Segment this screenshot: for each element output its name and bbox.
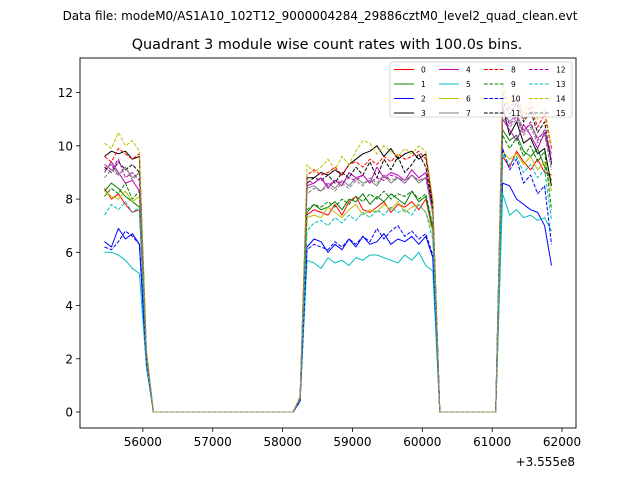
y-tick-label: 8	[65, 193, 73, 207]
x-tick-label: 62000	[543, 435, 581, 449]
series-layer	[104, 84, 552, 413]
legend-label: 14	[556, 95, 566, 104]
legend-label: 0	[421, 66, 426, 75]
y-tick-label: 2	[65, 352, 73, 366]
legend-label: 15	[556, 109, 566, 118]
x-tick-label: 57000	[194, 435, 232, 449]
x-axis-offset-label: +3.555e8	[516, 455, 575, 469]
legend-label: 12	[556, 66, 566, 75]
legend-label: 3	[421, 109, 426, 118]
legend-label: 10	[511, 95, 521, 104]
legend-label: 6	[466, 95, 471, 104]
chart-title: Quadrant 3 module wise count rates with …	[132, 37, 523, 53]
legend-frame	[389, 61, 573, 118]
x-tick-label: 61000	[473, 435, 511, 449]
y-axis: 0 2 4 6 8 10 12	[58, 86, 80, 420]
x-tick-label: 60000	[403, 435, 441, 449]
plot-area	[79, 57, 577, 429]
x-axis: 56000 57000 58000 59000 60000 61000 62000	[124, 428, 581, 449]
legend-label: 4	[466, 66, 471, 75]
legend-label: 8	[511, 66, 516, 75]
legend-label: 2	[421, 95, 426, 104]
y-tick-label: 12	[58, 86, 73, 100]
legend-label: 5	[466, 80, 471, 89]
x-tick-label: 56000	[124, 435, 162, 449]
y-tick-label: 4	[65, 299, 73, 313]
legend-label: 9	[511, 80, 516, 89]
legend-label: 11	[511, 109, 521, 118]
plot-frame	[79, 57, 577, 429]
legend-label: 7	[466, 109, 471, 118]
legend-label: 1	[421, 80, 426, 89]
y-tick-label: 0	[65, 406, 73, 420]
figure-suptitle: Data file: modeM0/AS1A10_102T12_90000042…	[63, 9, 578, 23]
x-tick-label: 58000	[263, 435, 301, 449]
x-tick-label: 59000	[333, 435, 371, 449]
legend-label: 13	[556, 80, 566, 89]
y-tick-label: 6	[65, 246, 73, 260]
series-line-15	[104, 116, 552, 413]
y-tick-label: 10	[58, 139, 73, 153]
